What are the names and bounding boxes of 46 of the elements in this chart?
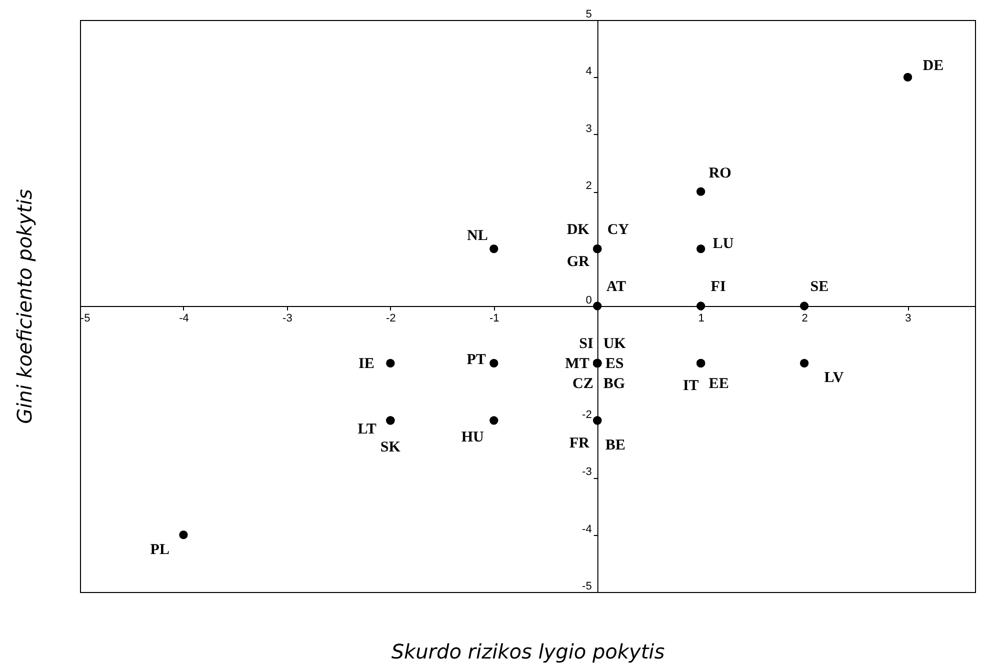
- y-axis-title: Gini koeficiento pokytis: [12, 189, 36, 424]
- y-tick-label: -4: [582, 523, 592, 536]
- x-tick-label: -3: [282, 312, 292, 324]
- x-tick-label: 1: [698, 312, 704, 324]
- annotation: BE: [605, 437, 626, 454]
- annotation: FI: [710, 279, 726, 295]
- y-tick-label: 5: [586, 8, 592, 20]
- annotation: ES: [605, 356, 624, 372]
- annotation: PL: [150, 542, 170, 558]
- x-tick-label: -1: [489, 312, 500, 324]
- annotation: NL: [467, 228, 488, 244]
- y-tick-label: -5: [582, 580, 592, 592]
- annotation: SE: [810, 279, 829, 295]
- annotation: DE: [922, 58, 944, 74]
- annotation: CZ: [572, 376, 594, 392]
- annotation: IT: [682, 378, 699, 394]
- x-axis-title: Skurdo rizikos lygio pokytis: [391, 640, 665, 664]
- y-tick-label: 0: [586, 294, 592, 306]
- annotation: LV: [824, 370, 844, 386]
- annotation: UK: [603, 336, 626, 352]
- annotation: PT: [466, 352, 486, 368]
- x-tick-label: -2: [386, 312, 396, 324]
- y-tick-label: -2: [582, 408, 592, 421]
- annotation: DK: [566, 222, 590, 238]
- annotation: HU: [461, 429, 484, 446]
- annotation: RO: [708, 166, 732, 182]
- annotation: FR: [569, 435, 590, 452]
- annotation: IE: [358, 356, 374, 372]
- y-tick-label: -3: [582, 466, 592, 478]
- y-tick-label: 3: [586, 122, 592, 135]
- annotation: SK: [380, 439, 401, 456]
- annotation: MT: [565, 356, 590, 372]
- x-tick-label: 3: [905, 312, 912, 324]
- annotation: GR: [566, 254, 590, 270]
- annotation: AT: [606, 279, 626, 295]
- y-tick-label: 4: [586, 66, 592, 78]
- annotation: BG: [603, 376, 626, 392]
- annotation: SI: [579, 336, 594, 352]
- x-tick-label: -5: [80, 312, 90, 324]
- y-tick-label: 2: [586, 180, 592, 192]
- annotation: LT: [358, 421, 376, 438]
- x-tick-label: 2: [802, 312, 808, 324]
- annotation: CY: [607, 222, 630, 238]
- annotation: EE: [708, 376, 729, 392]
- x-tick-label: -4: [179, 312, 189, 324]
- annotation: LU: [712, 236, 734, 252]
